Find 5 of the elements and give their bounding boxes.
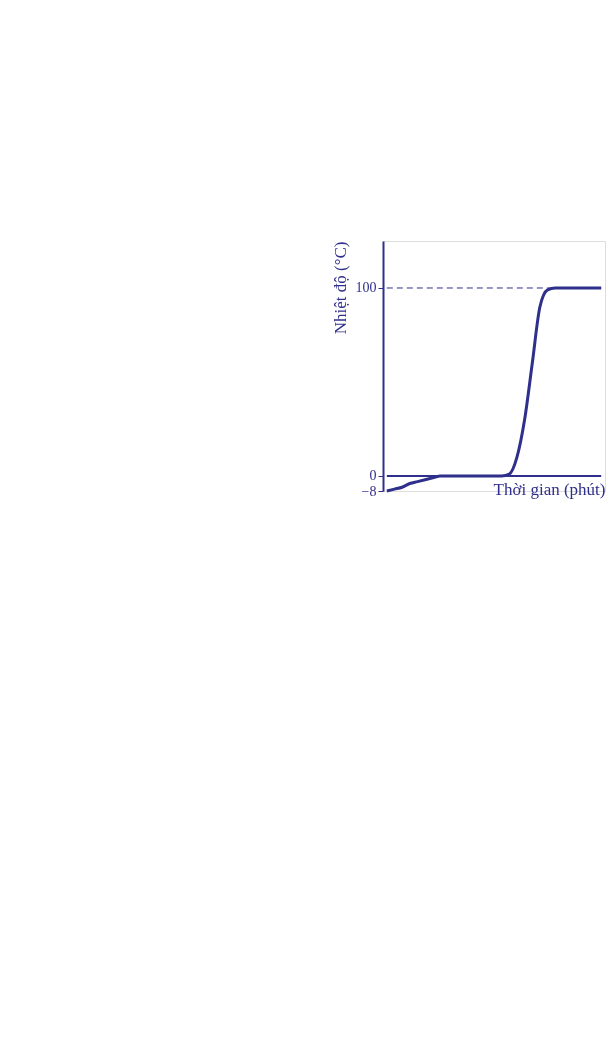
x-axis-title: Thời gian (phút) bbox=[493, 480, 606, 500]
y-axis-title: Nhiệt độ (°C) bbox=[330, 241, 350, 335]
y-tick-label: 0 bbox=[369, 468, 377, 484]
y-tick-label: −8 bbox=[361, 483, 377, 499]
y-tick-label: 100 bbox=[355, 280, 377, 296]
